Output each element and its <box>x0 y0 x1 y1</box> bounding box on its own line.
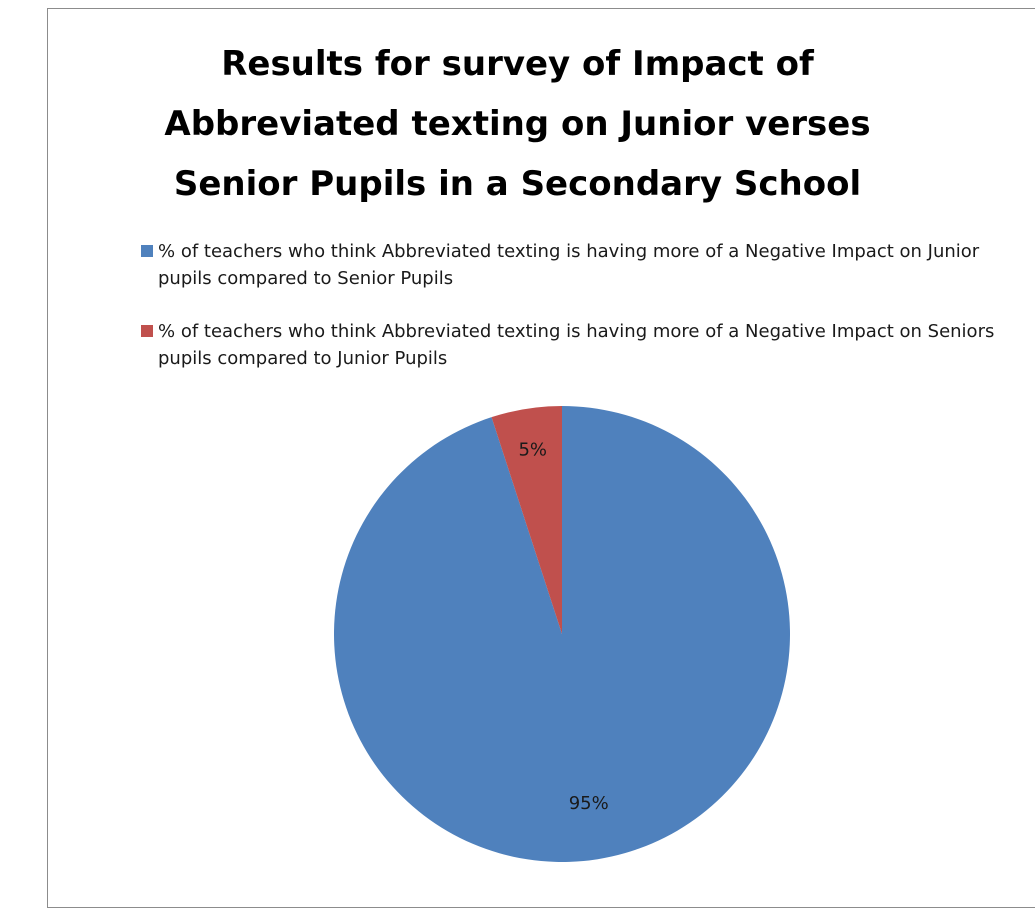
legend-item-senior: % of teachers who think Abbreviated text… <box>141 318 1011 372</box>
chart-legend: % of teachers who think Abbreviated text… <box>141 238 1011 398</box>
chart-title-line-2: Abbreviated texting on Junior verses <box>164 104 871 144</box>
pie-slice-senior[interactable] <box>491 406 562 634</box>
chart-title-line-1: Results for survey of Impact of <box>221 44 814 84</box>
legend-label-senior: % of teachers who think Abbreviated text… <box>158 321 995 369</box>
legend-item-junior: % of teachers who think Abbreviated text… <box>141 238 1011 292</box>
chart-title-line-3: Senior Pupils in a Secondary School <box>173 164 862 204</box>
legend-label-junior: % of teachers who think Abbreviated text… <box>158 241 980 289</box>
legend-swatch-junior <box>141 245 153 257</box>
legend-swatch-senior <box>141 325 153 337</box>
chart-title: Results for survey of Impact of Abbrevia… <box>0 34 1035 214</box>
